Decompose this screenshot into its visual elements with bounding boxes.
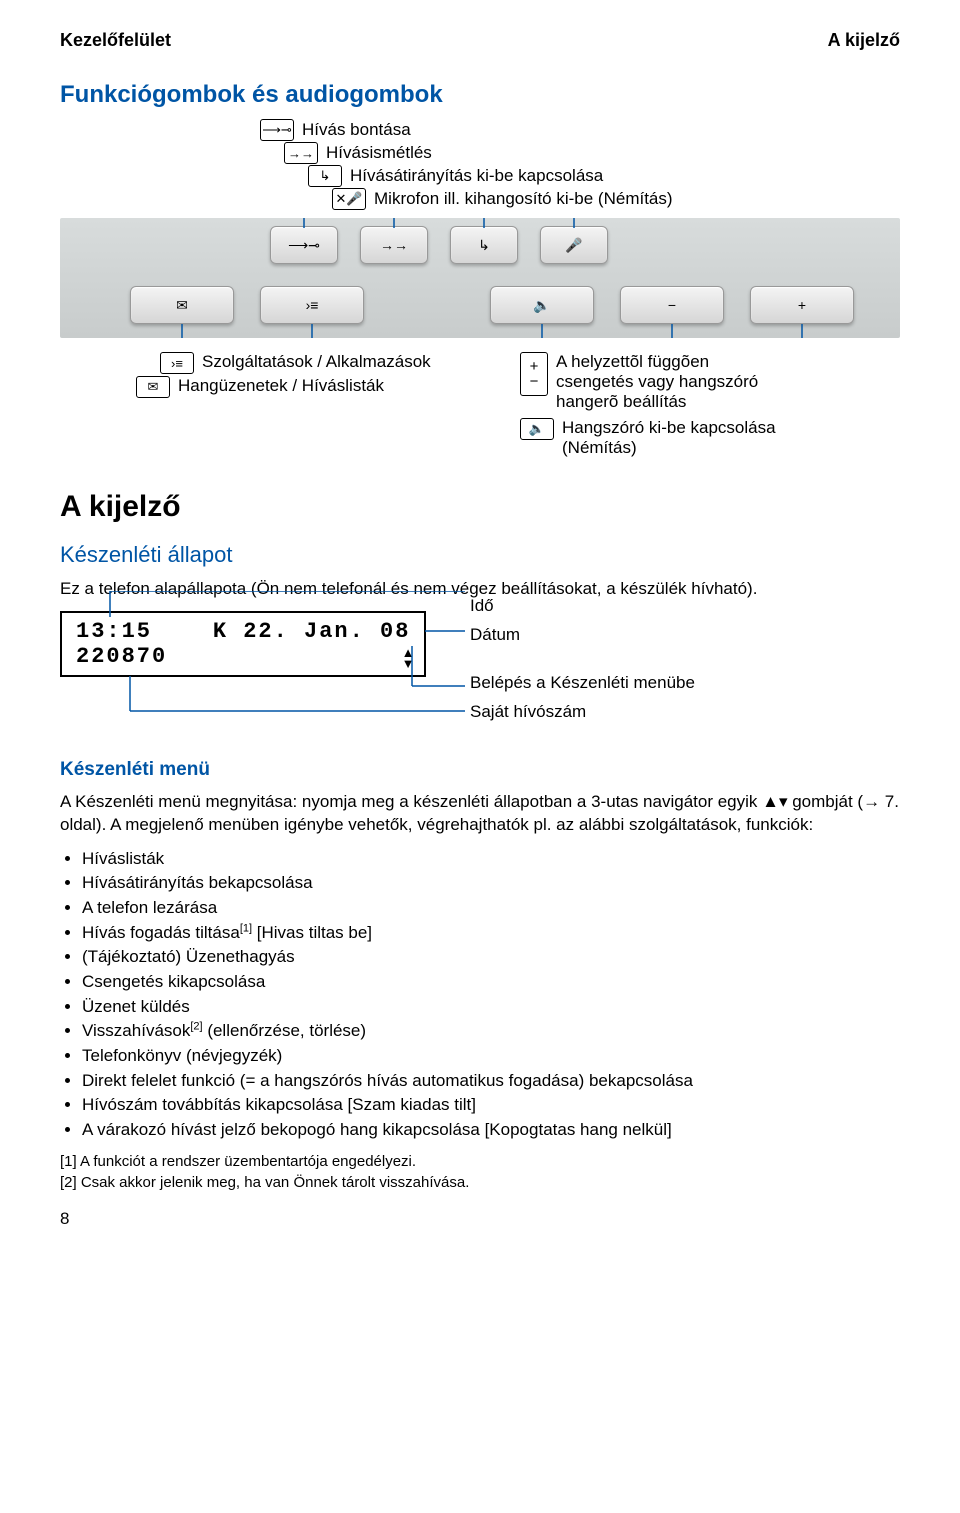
key-forward-icon: ↳ (308, 165, 342, 187)
list-item: Visszahívások[2] (ellenőrzése, törlése) (82, 1019, 900, 1044)
label-messages: Hangüzenetek / Híváslisták (178, 376, 384, 396)
feature-list: Híváslisták Hívásátirányítás bekapcsolás… (60, 847, 900, 1143)
phys-key-volminus: − (620, 286, 724, 324)
lcd-label-date: Dátum (470, 622, 695, 648)
key-mute-icon: ✕🎤 (332, 188, 366, 210)
footnote-1: [1] A funkciót a rendszer üzembentartója… (60, 1151, 900, 1172)
key-redial-icon: →→ (284, 142, 318, 164)
key-services-icon: ›≡ (160, 352, 194, 374)
list-item: Telefonkönyv (névjegyzék) (82, 1044, 900, 1069)
paragraph-menu: A Készenléti menü megnyitása: nyomja meg… (60, 791, 900, 837)
phys-key-release: ⟶⊸ (270, 226, 338, 264)
heading-display: A kijelző (60, 490, 900, 524)
label-volume-2: csengetés vagy hangszóró (556, 372, 758, 392)
phys-key-mute: 🎤 (540, 226, 608, 264)
list-item: Híváslisták (82, 847, 900, 872)
list-item: Hívás fogadás tiltása[1] [Hivas tiltas b… (82, 921, 900, 946)
label-volume-1: A helyzettõl függõen (556, 352, 758, 372)
list-item: (Tájékoztató) Üzenethagyás (82, 945, 900, 970)
header-right: A kijelző (828, 30, 900, 51)
section-title-funcbuttons: Funkciógombok és audiogombok (60, 81, 900, 109)
label-redial: Hívásismétlés (326, 143, 432, 163)
key-release-icon: ⟶⊸ (260, 119, 294, 141)
label-services: Szolgáltatások / Alkalmazások (202, 352, 431, 372)
function-key-legend: ⟶⊸ Hívás bontása →→ Hívásismétlés ↳ Hívá… (260, 119, 900, 210)
lcd-label-own: Saját hívószám (470, 699, 695, 725)
key-messages-icon: ✉ (136, 376, 170, 398)
device-button-strip: ⟶⊸ →→ ↳ 🎤 ✉ ›≡ 🔈 − + (60, 218, 900, 338)
phys-key-messages: ✉ (130, 286, 234, 324)
label-speaker-2: (Némítás) (562, 438, 776, 458)
key-speaker-icon: 🔈 (520, 418, 554, 440)
heading-standby: Készenléti állapot (60, 542, 900, 568)
lcd-line2: 220870 (76, 644, 410, 669)
list-item: Hívásátirányítás bekapcsolása (82, 871, 900, 896)
list-item: A telefon lezárása (82, 896, 900, 921)
label-release: Hívás bontása (302, 120, 411, 140)
heading-standby-menu: Készenléti menü (60, 759, 900, 781)
lcd-updown-icon: ▲▼ (402, 647, 415, 669)
phys-key-services: ›≡ (260, 286, 364, 324)
label-mute: Mikrofon ill. kihangosító ki-be (Némítás… (374, 189, 673, 209)
list-item: Üzenet küldés (82, 995, 900, 1020)
lower-legend: ›≡ Szolgáltatások / Alkalmazások ✉ Hangü… (60, 350, 900, 460)
list-item: Csengetés kikapcsolása (82, 970, 900, 995)
lcd-label-time: Idő (470, 593, 695, 619)
phys-key-speaker: 🔈 (490, 286, 594, 324)
list-item: A várakozó hívást jelző bekopogó hang ki… (82, 1118, 900, 1143)
label-speaker-1: Hangszóró ki-be kapcsolása (562, 418, 776, 438)
header-left: Kezelőfelület (60, 30, 171, 51)
lcd-frame: 13:15 K 22. Jan. 08 220870 ▲▼ (60, 611, 426, 677)
label-forward: Hívásátirányítás ki-be kapcsolása (350, 166, 603, 186)
page-number: 8 (60, 1209, 900, 1229)
phys-key-volplus: + (750, 286, 854, 324)
lcd-label-menu: Belépés a Készenléti menübe (470, 670, 695, 696)
phys-key-redial: →→ (360, 226, 428, 264)
footnote-2: [2] Csak akkor jelenik meg, ha van Önnek… (60, 1172, 900, 1193)
lcd-illustration: 13:15 K 22. Jan. 08 220870 ▲▼ Idő Dátum … (60, 611, 900, 677)
page-header: Kezelőfelület A kijelző (60, 30, 900, 51)
list-item: Hívószám továbbítás kikapcsolása [Szam k… (82, 1093, 900, 1118)
key-volume-icon: + − (520, 352, 548, 396)
lcd-line1: 13:15 K 22. Jan. 08 (76, 619, 410, 644)
phys-key-forward: ↳ (450, 226, 518, 264)
label-volume-3: hangerõ beállítás (556, 392, 758, 412)
list-item: Direkt felelet funkció (= a hangszórós h… (82, 1069, 900, 1094)
